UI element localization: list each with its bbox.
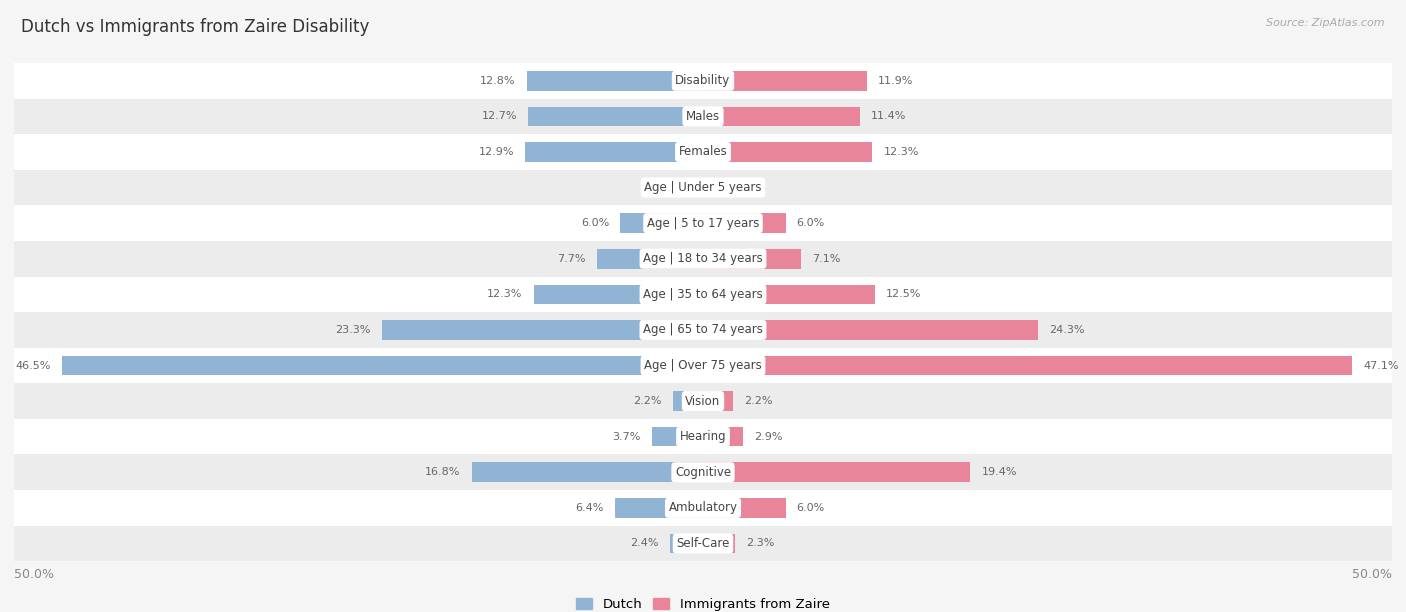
Bar — [14, 277, 1392, 312]
Text: Source: ZipAtlas.com: Source: ZipAtlas.com — [1267, 18, 1385, 28]
Text: 19.4%: 19.4% — [981, 468, 1017, 477]
Text: Age | 65 to 74 years: Age | 65 to 74 years — [643, 323, 763, 337]
Text: 7.7%: 7.7% — [557, 254, 586, 264]
Bar — [14, 134, 1392, 170]
Bar — [529, 106, 703, 126]
Text: 3.7%: 3.7% — [613, 431, 641, 442]
Text: 46.5%: 46.5% — [15, 360, 51, 370]
Bar — [703, 534, 735, 553]
Bar — [14, 383, 1392, 419]
Bar — [14, 348, 1392, 383]
Bar — [703, 391, 734, 411]
Bar — [14, 490, 1392, 526]
Text: Age | 35 to 64 years: Age | 35 to 64 years — [643, 288, 763, 301]
Text: 1.7%: 1.7% — [640, 182, 669, 193]
Bar — [703, 106, 860, 126]
Text: Disability: Disability — [675, 74, 731, 88]
Bar — [703, 214, 786, 233]
Bar — [526, 142, 703, 162]
Text: Males: Males — [686, 110, 720, 123]
Bar — [14, 419, 1392, 455]
Text: 2.4%: 2.4% — [630, 539, 659, 548]
Bar — [703, 142, 873, 162]
Text: Ambulatory: Ambulatory — [668, 501, 738, 514]
Text: 47.1%: 47.1% — [1362, 360, 1399, 370]
Text: 12.7%: 12.7% — [481, 111, 517, 121]
Text: Age | 5 to 17 years: Age | 5 to 17 years — [647, 217, 759, 230]
Text: 1.1%: 1.1% — [730, 182, 758, 193]
Text: 12.5%: 12.5% — [886, 289, 922, 299]
Text: Age | 18 to 34 years: Age | 18 to 34 years — [643, 252, 763, 265]
Bar — [703, 356, 1353, 375]
Bar — [533, 285, 703, 304]
Bar — [703, 463, 970, 482]
Bar — [672, 391, 703, 411]
Text: 11.4%: 11.4% — [872, 111, 907, 121]
Bar — [14, 455, 1392, 490]
Bar — [703, 427, 742, 447]
Text: 50.0%: 50.0% — [1353, 569, 1392, 581]
Bar — [14, 170, 1392, 206]
Text: Vision: Vision — [685, 395, 721, 408]
Text: Dutch vs Immigrants from Zaire Disability: Dutch vs Immigrants from Zaire Disabilit… — [21, 18, 370, 36]
Bar — [614, 498, 703, 518]
Text: Age | Under 5 years: Age | Under 5 years — [644, 181, 762, 194]
Bar — [598, 249, 703, 269]
Text: Age | Over 75 years: Age | Over 75 years — [644, 359, 762, 372]
Bar — [527, 71, 703, 91]
Text: 2.9%: 2.9% — [754, 431, 783, 442]
Bar — [703, 71, 868, 91]
Bar — [703, 285, 875, 304]
Text: 6.0%: 6.0% — [797, 218, 825, 228]
Text: 50.0%: 50.0% — [14, 569, 53, 581]
Text: 2.2%: 2.2% — [744, 396, 773, 406]
Bar — [652, 427, 703, 447]
Bar — [14, 63, 1392, 99]
Text: 12.9%: 12.9% — [478, 147, 515, 157]
Text: 11.9%: 11.9% — [877, 76, 914, 86]
Bar — [14, 241, 1392, 277]
Text: Hearing: Hearing — [679, 430, 727, 443]
Text: 24.3%: 24.3% — [1049, 325, 1084, 335]
Text: 12.3%: 12.3% — [883, 147, 920, 157]
Bar — [14, 526, 1392, 561]
Text: 16.8%: 16.8% — [425, 468, 461, 477]
Text: Females: Females — [679, 146, 727, 159]
Text: 6.0%: 6.0% — [581, 218, 609, 228]
Bar — [62, 356, 703, 375]
Bar — [679, 177, 703, 197]
Text: 12.8%: 12.8% — [479, 76, 516, 86]
Text: 2.3%: 2.3% — [745, 539, 775, 548]
Bar — [703, 249, 801, 269]
Bar — [620, 214, 703, 233]
Text: 2.2%: 2.2% — [633, 396, 662, 406]
Legend: Dutch, Immigrants from Zaire: Dutch, Immigrants from Zaire — [571, 593, 835, 612]
Text: Cognitive: Cognitive — [675, 466, 731, 479]
Text: 7.1%: 7.1% — [811, 254, 841, 264]
Text: Self-Care: Self-Care — [676, 537, 730, 550]
Bar — [703, 320, 1038, 340]
Text: 12.3%: 12.3% — [486, 289, 523, 299]
Bar — [14, 99, 1392, 134]
Bar — [14, 312, 1392, 348]
Text: 6.4%: 6.4% — [575, 503, 603, 513]
Bar — [669, 534, 703, 553]
Bar — [382, 320, 703, 340]
Bar — [14, 206, 1392, 241]
Text: 23.3%: 23.3% — [336, 325, 371, 335]
Bar — [703, 498, 786, 518]
Bar — [471, 463, 703, 482]
Bar — [703, 177, 718, 197]
Text: 6.0%: 6.0% — [797, 503, 825, 513]
